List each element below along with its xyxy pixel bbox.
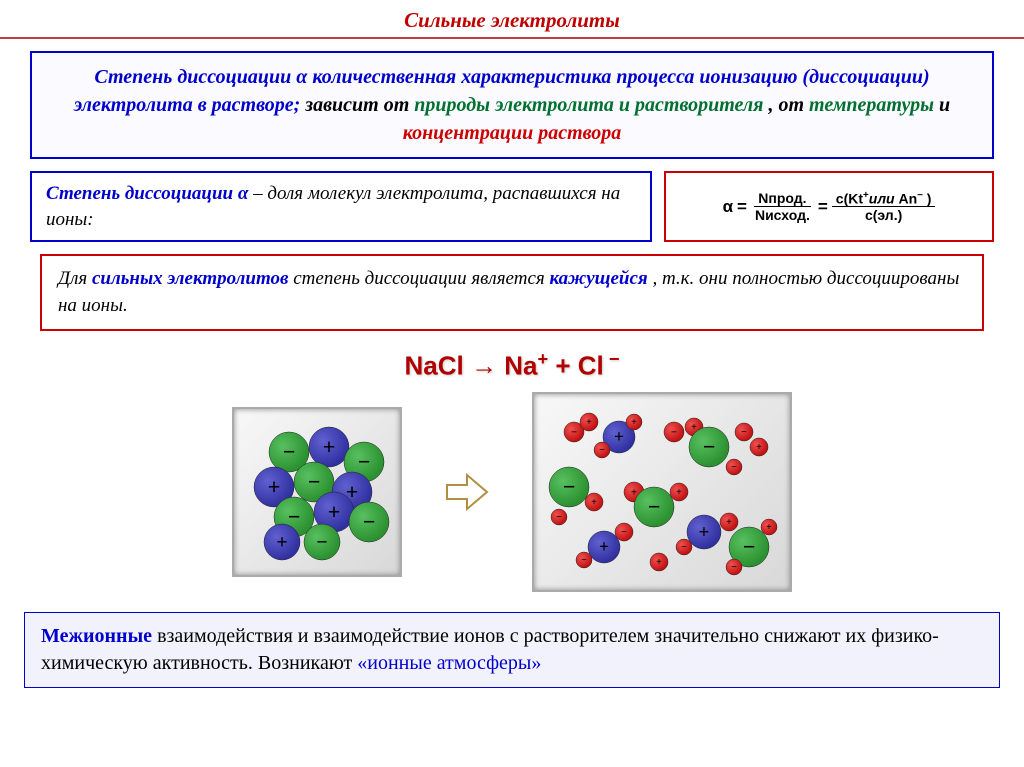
sn-p4: кажущейся bbox=[549, 268, 647, 289]
alpha-definition: Степень диссоциации α – доля молекул эле… bbox=[30, 171, 652, 242]
f-cel: c(эл.) bbox=[861, 207, 906, 223]
svg-text:−: − bbox=[681, 542, 687, 553]
eq-cl: Cl bbox=[578, 351, 604, 381]
def-p2: зависит от bbox=[305, 94, 414, 116]
def-p5: температуры bbox=[809, 94, 934, 116]
svg-text:−: − bbox=[358, 449, 371, 474]
svg-text:+: + bbox=[323, 434, 336, 459]
svg-text:−: − bbox=[283, 439, 296, 464]
dissociation-equation: NaCl → Na+ + Cl − bbox=[0, 349, 1024, 382]
eq-lhs: NaCl bbox=[405, 351, 464, 381]
page-title: Сильные электролиты bbox=[0, 8, 1024, 33]
alpha-row: Степень диссоциации α – доля молекул эле… bbox=[30, 171, 994, 242]
svg-text:−: − bbox=[288, 504, 301, 529]
f-nprod: Nпрод. bbox=[754, 190, 810, 207]
f-frac1: Nпрод. Nисход. bbox=[751, 190, 814, 223]
svg-text:−: − bbox=[743, 534, 756, 559]
svg-text:−: − bbox=[648, 494, 661, 519]
solution-diagram: −++−+−+−−+−−+−+−+−+−+−+−+−+ bbox=[532, 392, 792, 592]
svg-text:−: − bbox=[731, 562, 737, 573]
svg-text:+: + bbox=[676, 487, 682, 498]
alpha-label: Степень диссоциации α bbox=[46, 183, 248, 204]
crystal-svg: −+−+−+−+−+− bbox=[234, 407, 400, 577]
svg-text:−: − bbox=[316, 531, 327, 553]
svg-text:+: + bbox=[268, 474, 281, 499]
bottom-note: Межионные взаимодействия и взаимодействи… bbox=[24, 612, 1000, 688]
sn-p1: Для bbox=[58, 268, 92, 289]
svg-text:−: − bbox=[621, 527, 627, 538]
svg-text:−: − bbox=[599, 445, 605, 456]
definition-box: Степень диссоциации α количественная хар… bbox=[30, 51, 994, 159]
svg-text:+: + bbox=[699, 522, 710, 543]
svg-text:+: + bbox=[586, 417, 592, 428]
eq-arrow: → bbox=[471, 351, 504, 381]
svg-text:−: − bbox=[556, 512, 562, 523]
svg-text:−: − bbox=[741, 427, 747, 438]
svg-text:+: + bbox=[631, 417, 637, 428]
svg-text:+: + bbox=[726, 517, 732, 528]
svg-text:−: − bbox=[363, 509, 376, 534]
alpha-formula: α = Nпрод. Nисход. = c(Kt+или An− ) c(эл… bbox=[723, 190, 936, 224]
def-p7: концентрации раствора bbox=[403, 122, 622, 144]
svg-text:−: − bbox=[563, 474, 576, 499]
svg-text:−: − bbox=[671, 427, 677, 439]
svg-text:+: + bbox=[328, 499, 341, 524]
svg-text:+: + bbox=[614, 427, 624, 447]
eq-cl-sup: − bbox=[604, 349, 620, 369]
sn-p2: сильных электролитов bbox=[92, 268, 289, 289]
def-p4: , от bbox=[768, 94, 809, 116]
eq-na-sup: + bbox=[538, 349, 549, 369]
arrow-icon bbox=[442, 467, 492, 517]
diagram-row: −+−+−+−+−+− −++−+−+−−+−−+−+−+−+−+−+−+−+ bbox=[0, 392, 1024, 592]
svg-text:+: + bbox=[591, 497, 597, 508]
bn-p1: Межионные bbox=[41, 625, 152, 647]
def-p6: и bbox=[939, 94, 950, 116]
svg-text:−: − bbox=[581, 555, 587, 566]
f-eq2: = bbox=[818, 197, 828, 217]
f-frac2: c(Kt+или An− ) c(эл.) bbox=[832, 190, 936, 224]
bn-p3: «ионные атмосферы» bbox=[357, 652, 541, 674]
f-num2: c(Kt+или An− ) bbox=[832, 190, 936, 208]
svg-text:+: + bbox=[656, 557, 662, 568]
crystal-diagram: −+−+−+−+−+− bbox=[232, 407, 402, 577]
eq-na: Na bbox=[504, 351, 537, 381]
svg-text:+: + bbox=[766, 522, 772, 533]
solution-svg: −++−+−+−−+−−+−+−+−+−+−+−+−+ bbox=[534, 392, 790, 592]
svg-text:+: + bbox=[276, 531, 287, 553]
alpha-formula-box: α = Nпрод. Nисход. = c(Kt+или An− ) c(эл… bbox=[664, 171, 994, 242]
page-title-bar: Сильные электролиты bbox=[0, 0, 1024, 39]
svg-text:−: − bbox=[731, 462, 737, 473]
eq-plus: + bbox=[555, 351, 577, 381]
def-p3: природы электролита и растворителя bbox=[414, 94, 763, 116]
strong-electrolyte-note: Для сильных электролитов степень диссоци… bbox=[40, 254, 984, 331]
f-eq1: = bbox=[737, 197, 747, 217]
f-alpha: α bbox=[723, 197, 733, 217]
svg-text:+: + bbox=[631, 487, 637, 499]
svg-text:+: + bbox=[756, 442, 762, 453]
svg-text:−: − bbox=[308, 469, 321, 494]
svg-text:−: − bbox=[703, 434, 716, 459]
svg-text:+: + bbox=[599, 537, 609, 557]
f-nisx: Nисход. bbox=[751, 207, 814, 223]
svg-text:−: − bbox=[571, 427, 577, 439]
sn-p3: степень диссоциации является bbox=[293, 268, 549, 289]
